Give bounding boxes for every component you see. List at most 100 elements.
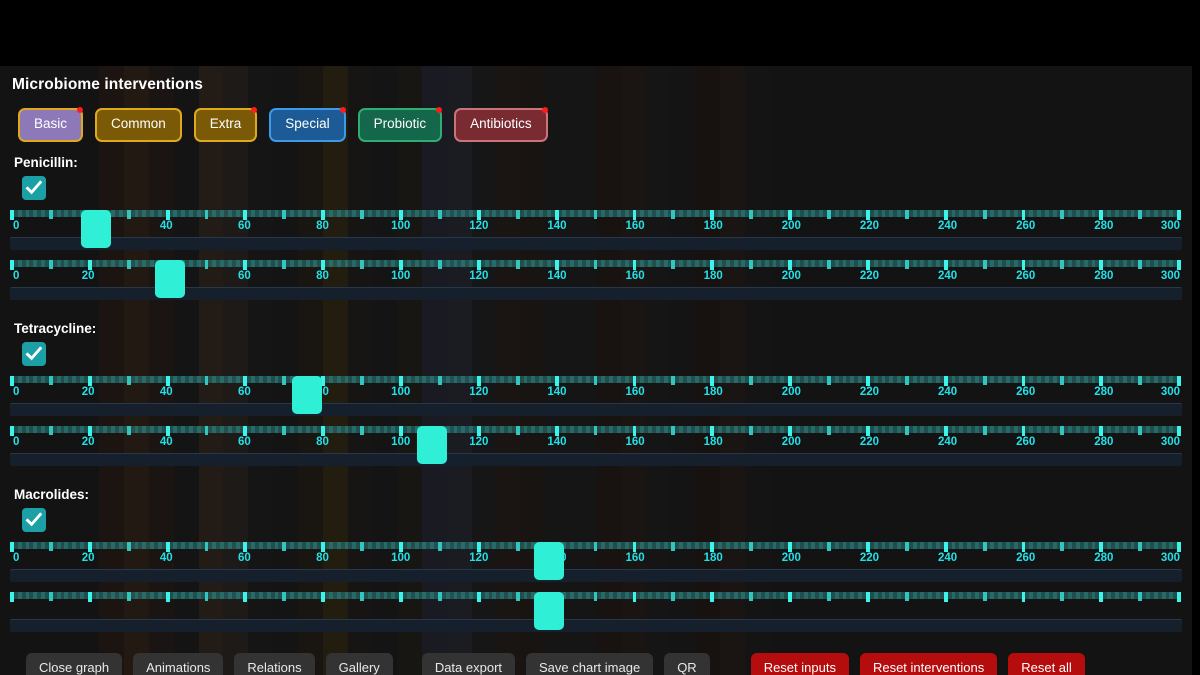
chip-label: Special: [285, 116, 330, 131]
chip-probiotic[interactable]: Probiotic: [357, 107, 443, 142]
ruler-tick: [161, 541, 166, 549]
toolbar-button-animations[interactable]: Animations: [133, 652, 224, 675]
ruler-tick: [784, 591, 789, 599]
ruler-tick: [784, 259, 789, 267]
ruler-tick: [1173, 591, 1178, 599]
action-toolbar: Close graph Animations Relations Gallery Dat…: [10, 642, 1182, 675]
slider-track[interactable]: [10, 425, 1182, 466]
ruler-tick: [83, 375, 88, 383]
scale-label: 80: [316, 269, 329, 282]
chip-basic[interactable]: Basic: [18, 107, 84, 142]
ruler-tick: [239, 375, 244, 383]
ruler-tick: [1095, 259, 1100, 267]
ruler-tick: [472, 591, 477, 599]
toolbar-button-close-graph[interactable]: Close graph: [26, 652, 123, 675]
intervention-slider[interactable]: 0204060801001201401601802002202402602803…: [10, 259, 1182, 310]
intervention-slider[interactable]: [10, 591, 1182, 642]
ruler-tick: [1177, 375, 1182, 386]
toolbar-button-qr[interactable]: QR: [664, 652, 710, 675]
ruler-tick: [472, 541, 477, 549]
scale-label: 260: [1016, 435, 1036, 448]
toolbar-button-save-chart-image[interactable]: Save chart image: [526, 652, 654, 675]
scale-label: 280: [1094, 551, 1114, 564]
scale-label: 260: [1016, 551, 1036, 564]
slider-scale-labels: 0204060801001201401601802002202402602803…: [10, 552, 1182, 568]
slider-track[interactable]: [10, 541, 1182, 582]
group-enable-checkbox[interactable]: [22, 175, 46, 200]
slider-track[interactable]: [10, 259, 1182, 300]
chip-antibiotics[interactable]: Antibiotics: [454, 107, 548, 142]
slider-ruler: [10, 425, 1182, 436]
intervention-slider[interactable]: 0204060801001201401601802002202402602803…: [10, 541, 1182, 592]
scale-label: 140: [547, 435, 567, 448]
ruler-tick: [1177, 259, 1182, 270]
scale-label: 240: [938, 219, 958, 232]
group-checkbox-wrap: [10, 504, 1182, 542]
intervention-group: Tetracycline: 0 20 40 60 80 100 120 140 160 180 200…: [10, 310, 1182, 476]
scale-label: 120: [469, 551, 489, 564]
app-window: Microbiome interventions Basic Common Extr…: [0, 66, 1192, 675]
scale-label: 20: [81, 385, 95, 398]
slider-thumb[interactable]: [534, 591, 565, 630]
slider-track[interactable]: [10, 591, 1182, 632]
scale-label: 120: [469, 435, 489, 448]
scale-label: 240: [938, 385, 958, 398]
scale-label: 220: [859, 435, 880, 448]
toolbar-button-data-export[interactable]: Data export: [421, 652, 516, 675]
slider-thumb[interactable]: [155, 259, 186, 298]
group-enable-checkbox[interactable]: [22, 507, 46, 532]
toolbar-button-gallery[interactable]: Gallery: [325, 652, 393, 675]
ruler-tick: [1017, 209, 1022, 217]
chip-label: Common: [111, 116, 166, 131]
scale-label: 140: [547, 269, 567, 282]
ruler-tick: [472, 259, 477, 267]
chip-special[interactable]: Special: [269, 107, 346, 142]
ruler-tick: [550, 259, 555, 267]
slider-thumb[interactable]: [80, 209, 111, 248]
ruler-tick: [706, 259, 711, 267]
slider-ruler: [10, 541, 1182, 552]
ruler-tick: [395, 259, 400, 267]
scale-label: 160: [625, 385, 645, 398]
slider-thumb[interactable]: [534, 541, 565, 580]
scale-label: 240: [938, 551, 958, 564]
slider-thumb[interactable]: [416, 425, 447, 464]
ruler-tick: [550, 209, 555, 217]
ruler-tick: [706, 209, 711, 217]
intervention-slider[interactable]: 0204060801001201401601802002202402602803…: [10, 209, 1182, 260]
scale-label: 0: [13, 219, 20, 232]
ruler-tick: [239, 209, 244, 217]
scale-label: 100: [391, 551, 411, 564]
chip-label: Basic: [34, 116, 68, 131]
ruler-tick: [784, 375, 789, 383]
group-enable-checkbox[interactable]: [22, 341, 46, 366]
toolbar-button-relations[interactable]: Relations: [234, 652, 315, 675]
ruler-tick: [161, 209, 166, 217]
intervention-groups: Penicillin:02040608010012014016018020022…: [10, 144, 1182, 642]
ruler-tick: [1177, 209, 1182, 220]
chip-extra[interactable]: Extra: [193, 107, 258, 142]
group-checkbox-wrap: [10, 338, 1182, 376]
slider-thumb[interactable]: [291, 375, 322, 414]
chip-common[interactable]: Common: [95, 108, 182, 142]
scale-label: 60: [237, 219, 251, 232]
toolbar-button-reset-interventions[interactable]: Reset interventions: [859, 652, 998, 675]
group-checkbox-wrap: [10, 172, 1182, 210]
toolbar-button-reset-all[interactable]: Reset all: [1008, 652, 1085, 675]
toolbar-button-reset-inputs[interactable]: Reset inputs: [750, 652, 849, 675]
slider-ruler: [10, 209, 1182, 220]
notification-dot-icon: [251, 107, 258, 113]
ruler-tick: [1173, 375, 1178, 383]
ruler-tick: [1177, 541, 1182, 552]
group-label: Macrolides:: [14, 486, 90, 502]
ruler-tick: [1095, 591, 1100, 599]
scale-label: 200: [781, 551, 801, 564]
scale-label: 200: [781, 219, 801, 232]
slider-track[interactable]: [10, 209, 1182, 250]
check-icon: [25, 512, 43, 527]
slider-track[interactable]: [10, 375, 1182, 416]
ruler-tick: [1095, 375, 1100, 383]
chip-label: Extra: [209, 116, 242, 131]
